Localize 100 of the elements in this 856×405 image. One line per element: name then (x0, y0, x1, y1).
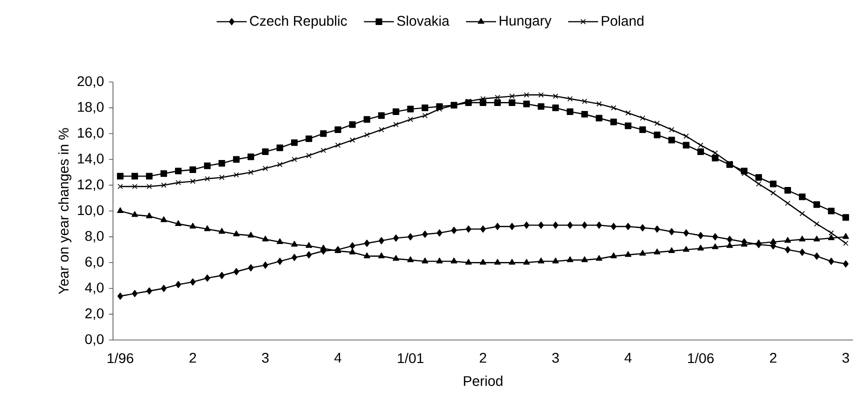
point (624, 251, 632, 257)
x-tick-label: 3 (552, 352, 559, 363)
x-tick-label: 1/96 (108, 352, 134, 364)
point (248, 154, 254, 160)
y-tick-label: 10,0 (78, 205, 104, 217)
point (726, 236, 732, 243)
point (161, 182, 166, 188)
point (755, 174, 762, 181)
point (436, 229, 442, 237)
point (566, 256, 574, 262)
point (523, 258, 530, 265)
point (146, 287, 152, 295)
point (596, 222, 602, 229)
point (596, 255, 602, 261)
point (509, 94, 515, 99)
point (175, 220, 182, 226)
point (262, 236, 269, 242)
y-tick-label: 2,0 (85, 308, 104, 320)
point (262, 148, 269, 155)
legend-label: Czech Republic (250, 16, 347, 29)
point (117, 207, 124, 214)
point (770, 190, 776, 196)
point (118, 184, 123, 190)
point (697, 148, 704, 155)
point (422, 104, 428, 112)
point (378, 237, 384, 244)
y-tick-label: 20,0 (78, 76, 104, 88)
point (814, 252, 820, 260)
point (683, 134, 689, 139)
y-tick-label: 6,0 (85, 256, 104, 268)
point (610, 222, 616, 230)
point (233, 230, 240, 236)
point (160, 216, 168, 222)
point (292, 156, 298, 162)
x-tick-label: 3 (262, 352, 269, 363)
y-tick-label: 0,0 (85, 334, 104, 346)
x-tick-label: 2 (770, 352, 776, 363)
point (349, 121, 356, 128)
point (756, 181, 762, 187)
y-tick-label: 12,0 (78, 179, 104, 191)
point (552, 258, 559, 264)
point (726, 242, 733, 248)
point (712, 154, 718, 162)
point (712, 233, 718, 240)
point (392, 255, 400, 261)
point (682, 142, 690, 149)
point (335, 142, 341, 148)
point (262, 166, 268, 172)
point (407, 256, 414, 262)
point (204, 274, 210, 282)
point (639, 126, 646, 134)
x-tick-label: 3 (842, 352, 850, 363)
x-axis-title: Period (464, 376, 502, 386)
point (639, 250, 646, 256)
point (320, 130, 327, 137)
point (131, 172, 138, 180)
point (219, 272, 225, 280)
point (494, 258, 501, 265)
point (320, 148, 326, 154)
point (480, 258, 486, 265)
point (480, 225, 486, 233)
point (610, 118, 617, 126)
point (524, 222, 530, 229)
point (116, 172, 124, 180)
point (393, 122, 399, 128)
point (566, 108, 574, 115)
point (218, 228, 226, 234)
point (262, 262, 268, 269)
point (276, 144, 284, 152)
point (146, 172, 153, 180)
point (364, 116, 370, 123)
point (378, 127, 384, 132)
point (567, 96, 573, 102)
point (350, 242, 356, 250)
point (480, 99, 486, 106)
point (234, 268, 240, 276)
point (494, 99, 501, 106)
point (828, 258, 834, 265)
point (190, 166, 196, 174)
point (668, 136, 675, 144)
point (350, 137, 356, 143)
point (813, 201, 820, 208)
point (798, 236, 806, 242)
x-tick-label: 1/06 (688, 352, 714, 364)
point (393, 234, 399, 242)
point (770, 180, 777, 188)
point (640, 115, 646, 121)
point (234, 172, 239, 178)
point (581, 110, 588, 118)
point (668, 127, 674, 132)
point (842, 233, 850, 239)
point (596, 114, 602, 122)
x-tick-label: 1/01 (398, 352, 424, 364)
point (712, 243, 718, 250)
point (306, 135, 312, 142)
y-tick-label: 18,0 (78, 102, 104, 114)
point (770, 238, 776, 244)
point (813, 236, 820, 242)
point (248, 170, 254, 175)
point (784, 236, 791, 243)
